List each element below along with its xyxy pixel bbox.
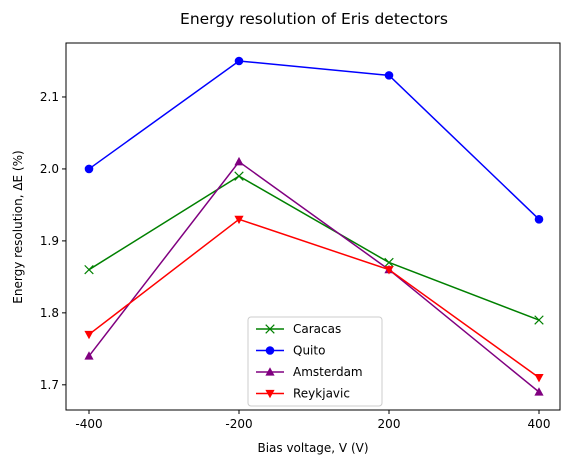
y-tick-label: 2.1: [40, 90, 59, 104]
data-point-caracas: [234, 171, 244, 181]
series-line-quito: [88, 60, 540, 220]
legend-marker-amsterdam: [265, 367, 275, 376]
data-point-caracas: [384, 257, 394, 268]
y-tick-label: 1.8: [40, 306, 59, 320]
series-line-caracas: [88, 175, 540, 321]
data-point-quito: [534, 215, 544, 224]
y-axis-label: Energy resolution, ΔE (%): [11, 150, 25, 303]
legend-marker-quito: [265, 346, 275, 355]
data-point-quito: [384, 71, 394, 80]
legend-marker-caracas: [265, 324, 275, 334]
data-point-quito: [234, 56, 244, 66]
data-point-quito: [84, 164, 94, 174]
data-point-caracas: [534, 315, 544, 325]
series-line-amsterdam: [88, 160, 540, 393]
x-axis-label: Bias voltage, V (V): [257, 441, 368, 455]
x-tick-label: -400: [75, 417, 102, 431]
x-tick-label: 200: [378, 417, 401, 431]
y-tick-label: 1.7: [40, 378, 59, 392]
plot-frame: [65, 42, 561, 411]
legend-marker-reykjavic: [265, 389, 275, 399]
data-point-amsterdam: [534, 387, 544, 396]
data-point-reykjavic: [534, 374, 544, 383]
data-point-caracas: [84, 264, 94, 275]
x-tick-label: -200: [225, 417, 252, 431]
legend-label-caracas: Caracas: [293, 322, 341, 336]
data-point-reykjavic: [84, 330, 94, 340]
legend-label-quito: Quito: [293, 344, 325, 358]
legend-label-amsterdam: Amsterdam: [293, 365, 363, 379]
data-point-amsterdam: [84, 351, 94, 360]
chart-title: Energy resolution of Eris detectors: [180, 10, 448, 28]
data-point-amsterdam: [234, 156, 244, 166]
series-line-reykjavic: [88, 218, 540, 379]
y-tick-label: 2.0: [40, 162, 59, 176]
legend-label-reykjavic: Reykjavic: [293, 387, 350, 401]
x-tick-label: 400: [528, 417, 551, 431]
legend-box: [247, 316, 383, 407]
y-tick-label: 1.9: [40, 234, 59, 248]
data-point-reykjavic: [234, 215, 244, 225]
data-point-reykjavic: [384, 266, 394, 275]
